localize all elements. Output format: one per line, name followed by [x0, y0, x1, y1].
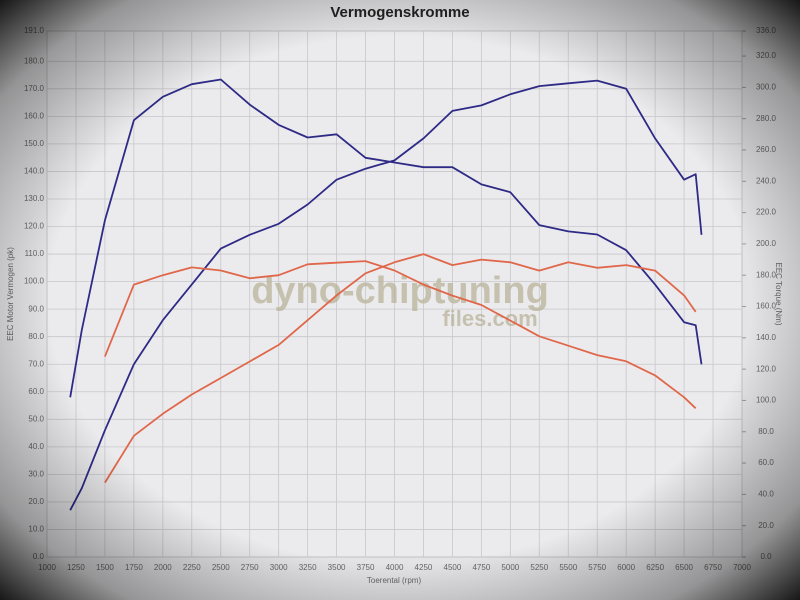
x-tick-label: 6750 — [704, 563, 722, 572]
y-tick-label: 60.0 — [28, 387, 44, 396]
y2-tick-label: 20.0 — [758, 521, 774, 530]
y-axis-title: EEC Motor Vermogen (pk) — [6, 247, 15, 341]
y2-tick-label: 80.0 — [758, 427, 774, 436]
chart-title: Vermogenskromme — [330, 4, 469, 21]
y2-tick-label: 336.0 — [756, 26, 777, 35]
y-tick-label: 180.0 — [24, 56, 45, 65]
x-tick-label: 5750 — [588, 563, 606, 572]
x-tick-label: 5500 — [559, 563, 577, 572]
y-tick-label: 160.0 — [24, 111, 45, 120]
x-axis-title: Toerental (rpm) — [367, 576, 422, 585]
y2-tick-label: 60.0 — [758, 458, 774, 467]
y-tick-label: 10.0 — [28, 525, 44, 534]
x-tick-label: 1250 — [67, 563, 85, 572]
y-tick-label: 80.0 — [28, 332, 44, 341]
x-tick-label: 5000 — [501, 563, 519, 572]
y-tick-label: 40.0 — [28, 442, 44, 451]
x-tick-label: 6500 — [675, 563, 693, 572]
y2-tick-label: 120.0 — [756, 364, 777, 373]
x-tick-label: 2000 — [154, 563, 172, 572]
x-tick-label: 4750 — [472, 563, 490, 572]
y-tick-label: 170.0 — [24, 84, 45, 93]
x-tick-label: 6000 — [617, 563, 635, 572]
y2-tick-label: 280.0 — [756, 114, 777, 123]
y2-tick-label: 240.0 — [756, 176, 777, 185]
x-tick-label: 3250 — [299, 563, 317, 572]
y2-tick-label: 260.0 — [756, 145, 777, 154]
y2-tick-label: 40.0 — [758, 489, 774, 498]
y-tick-label: 150.0 — [24, 139, 45, 148]
x-tick-label: 1750 — [125, 563, 143, 572]
x-tick-label: 3750 — [357, 563, 375, 572]
y2-tick-label: 300.0 — [756, 82, 777, 91]
y2-tick-label: 160.0 — [756, 302, 777, 311]
x-tick-label: 4000 — [386, 563, 404, 572]
x-tick-label: 2750 — [241, 563, 259, 572]
y-tick-label: 100.0 — [24, 277, 45, 286]
y-tick-label: 110.0 — [25, 249, 45, 258]
y-tick-label: 30.0 — [28, 469, 44, 478]
y-tick-label: 140.0 — [24, 167, 45, 176]
y2-tick-label: 200.0 — [756, 239, 777, 248]
x-tick-label: 2250 — [183, 563, 201, 572]
x-tick-label: 6250 — [646, 563, 664, 572]
y-tick-label: 20.0 — [28, 497, 44, 506]
y2-tick-label: 320.0 — [756, 51, 777, 60]
x-tick-label: 1000 — [38, 563, 56, 572]
x-tick-label: 2500 — [212, 563, 230, 572]
y-tick-label: 90.0 — [28, 304, 44, 313]
y2-tick-label: 220.0 — [756, 208, 777, 217]
x-tick-label: 4250 — [415, 563, 433, 572]
x-tick-label: 7000 — [733, 563, 751, 572]
y-tick-label: 191.0 — [24, 26, 45, 35]
y-tick-label: 50.0 — [28, 414, 44, 423]
x-tick-label: 3500 — [328, 563, 346, 572]
y2-tick-label: 0.0 — [760, 552, 772, 561]
x-tick-label: 5250 — [530, 563, 548, 572]
y-tick-label: 70.0 — [28, 359, 44, 368]
y2-tick-label: 140.0 — [756, 333, 777, 342]
y-tick-label: 120.0 — [24, 222, 45, 231]
y2-tick-label: 100.0 — [756, 396, 777, 405]
y-tick-label: 0.0 — [33, 552, 45, 561]
x-tick-label: 4500 — [444, 563, 462, 572]
y-tick-label: 130.0 — [24, 194, 45, 203]
x-tick-label: 1500 — [96, 563, 114, 572]
y2-tick-label: 180.0 — [756, 270, 777, 279]
x-tick-label: 3000 — [270, 563, 288, 572]
